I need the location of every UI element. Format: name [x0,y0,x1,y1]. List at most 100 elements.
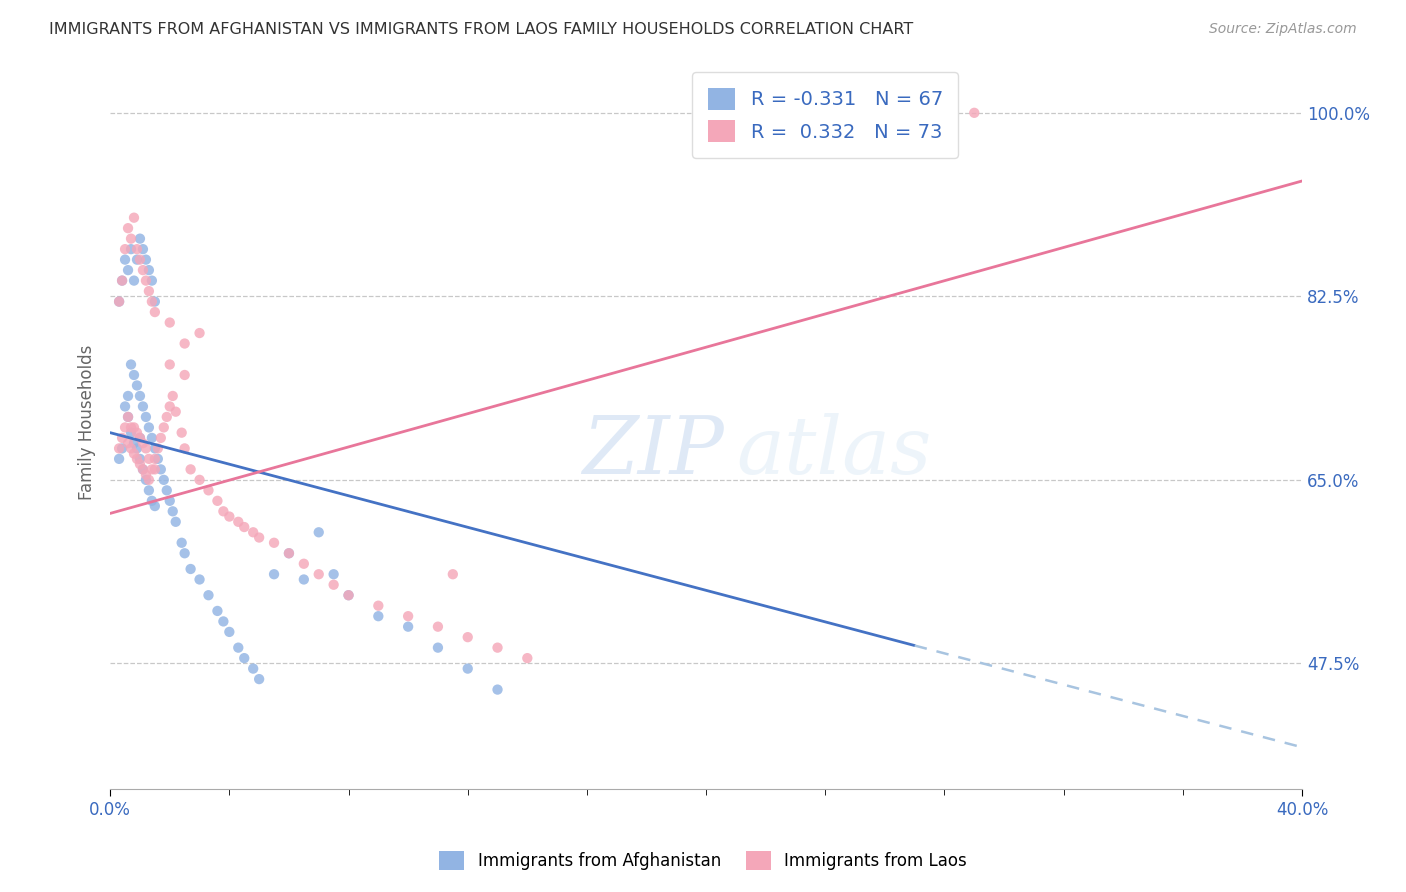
Point [146,442,169,456]
Point [173,336,195,351]
Point [152,420,174,434]
Point [111,274,134,288]
Point [125,442,148,456]
Point [322,567,344,582]
Point [132,436,155,450]
Point [143,451,166,466]
Point [226,515,249,529]
Point [135,442,157,456]
Point [426,640,449,655]
Point [963,105,986,120]
Point [120,442,142,456]
Point [263,535,285,549]
Point [170,535,193,549]
Text: Source: ZipAtlas.com: Source: ZipAtlas.com [1209,22,1357,37]
Point [162,389,184,403]
Point [132,462,155,476]
Point [143,499,166,513]
Point [111,274,134,288]
Point [212,615,235,629]
Point [197,483,219,498]
Point [159,316,181,330]
Point [143,462,166,476]
Point [114,420,136,434]
Point [129,457,152,471]
Point [173,368,195,382]
Point [117,389,139,403]
Point [367,599,389,613]
Point [129,431,152,445]
Point [159,493,181,508]
Point [396,620,419,634]
Point [135,473,157,487]
Point [396,609,419,624]
Point [135,467,157,482]
Point [188,473,211,487]
Point [149,431,172,445]
Point [108,294,131,309]
Point [125,425,148,440]
Point [308,525,330,540]
Point [188,573,211,587]
Point [120,242,142,256]
Point [138,473,160,487]
Point [120,425,142,440]
Point [120,420,142,434]
Point [122,211,145,225]
Legend: Immigrants from Afghanistan, Immigrants from Laos: Immigrants from Afghanistan, Immigrants … [433,844,973,877]
Point [367,609,389,624]
Point [108,442,131,456]
Point [117,409,139,424]
Point [165,405,187,419]
Point [125,242,148,256]
Point [132,263,155,277]
Point [292,573,315,587]
Point [125,378,148,392]
Point [197,588,219,602]
Point [165,515,187,529]
Point [120,232,142,246]
Point [114,400,136,414]
Point [426,620,449,634]
Point [292,557,315,571]
Point [138,263,160,277]
Y-axis label: Family Households: Family Households [79,344,96,500]
Point [141,462,163,476]
Point [138,284,160,298]
Point [486,682,509,697]
Point [173,442,195,456]
Point [117,409,139,424]
Point [322,578,344,592]
Point [149,462,172,476]
Point [111,442,134,456]
Point [337,588,360,602]
Point [120,358,142,372]
Point [141,493,163,508]
Point [278,546,301,560]
Point [278,546,301,560]
Point [117,221,139,235]
Point [138,483,160,498]
Point [188,326,211,340]
Point [173,546,195,560]
Point [141,431,163,445]
Point [129,232,152,246]
Point [114,242,136,256]
Point [308,567,330,582]
Point [141,294,163,309]
Point [132,462,155,476]
Point [129,389,152,403]
Point [108,294,131,309]
Point [337,588,360,602]
Point [207,604,229,618]
Point [122,420,145,434]
Text: IMMIGRANTS FROM AFGHANISTAN VS IMMIGRANTS FROM LAOS FAMILY HOUSEHOLDS CORRELATIO: IMMIGRANTS FROM AFGHANISTAN VS IMMIGRANT… [49,22,914,37]
Point [457,662,479,676]
Legend: R = -0.331   N = 67, R =  0.332   N = 73: R = -0.331 N = 67, R = 0.332 N = 73 [692,72,959,158]
Point [162,504,184,518]
Point [486,640,509,655]
Point [170,425,193,440]
Point [156,483,179,498]
Point [122,274,145,288]
Point [117,436,139,450]
